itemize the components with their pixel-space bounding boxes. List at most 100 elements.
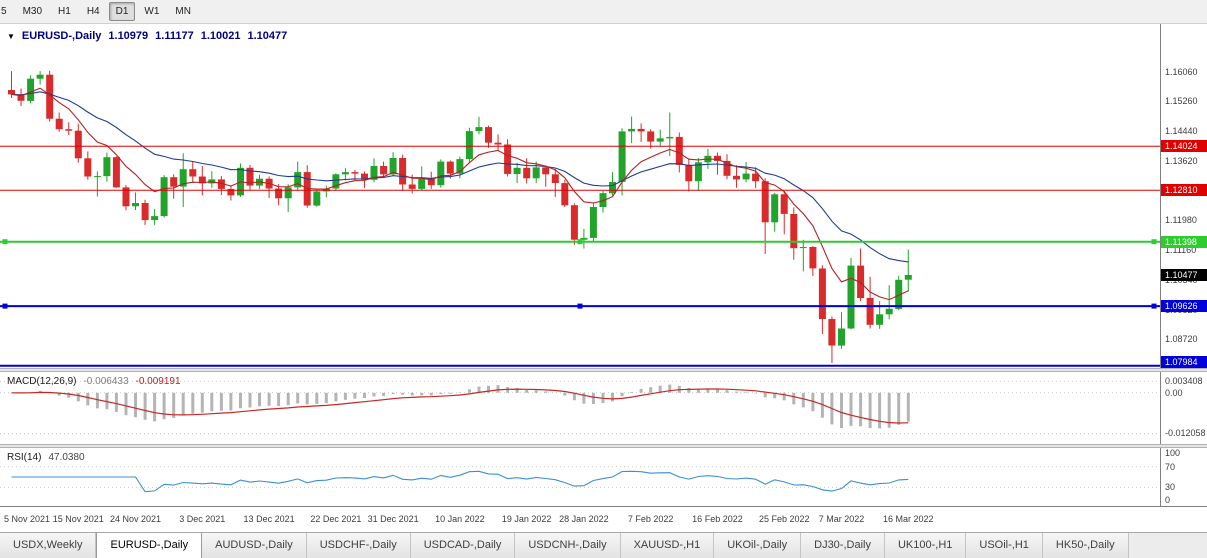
bull-candle — [513, 167, 521, 174]
symbol-tab-usdx[interactable]: USDX,Weekly — [0, 533, 97, 558]
timeframe-button-d1[interactable]: D1 — [108, 2, 136, 21]
bull-candle — [532, 167, 540, 179]
line-selection-handle[interactable] — [2, 303, 8, 309]
main-chart-plot[interactable]: ▼ EURUSD-,Daily 1.10979 1.11177 1.10021 … — [0, 24, 1160, 368]
time-axis-label: 13 Dec 2021 — [243, 514, 295, 524]
macd-signal-value: -0.009191 — [135, 376, 181, 387]
fast-ma-line — [11, 87, 909, 301]
time-axis-label: 16 Mar 2022 — [882, 514, 934, 524]
price-axis[interactable]: 1.160601.152601.144401.136201.128001.119… — [1160, 24, 1207, 368]
timeframe-button-w1[interactable]: W1 — [144, 6, 160, 17]
time-axis-label: 7 Mar 2022 — [818, 514, 865, 524]
bear-candle — [46, 74, 54, 119]
slow-ma-line — [11, 91, 909, 263]
bear-candle — [523, 167, 531, 179]
rsi-canvas[interactable] — [0, 448, 1160, 506]
chart-low-value: 1.10021 — [200, 30, 241, 42]
symbol-tab-hk50[interactable]: HK50-,Daily — [1042, 533, 1129, 558]
bull-candle — [771, 194, 779, 223]
panel-splitter[interactable] — [0, 368, 1207, 372]
bull-candle — [389, 158, 397, 175]
symbol-tab-uk100[interactable]: UK100-,H1 — [884, 533, 967, 558]
price-tag-1.07984: 1.07984 — [1161, 356, 1207, 368]
line-selection-handle[interactable] — [1151, 303, 1157, 309]
symbol-tab-usdcnh[interactable]: USDCNH-,Daily — [515, 533, 621, 558]
bear-candle — [275, 188, 283, 199]
panel-splitter[interactable] — [0, 444, 1207, 448]
rsi-axis[interactable]: 100 70 30 0 — [1160, 448, 1207, 506]
line-selection-handle[interactable] — [577, 303, 583, 309]
price-axis-label: 1.14440 — [1165, 126, 1198, 137]
timeframe-button-m30[interactable]: M30 — [22, 6, 43, 17]
bull-candle — [618, 131, 626, 182]
macd-main-value: -0.006433 — [83, 376, 129, 387]
symbol-tab-xauusd[interactable]: XAUUSD-,H1 — [620, 533, 715, 558]
bull-candle — [666, 136, 674, 139]
bear-candle — [351, 172, 359, 174]
macd-plot[interactable]: MACD(12,26,9) -0.006433 -0.009191 — [0, 372, 1160, 444]
timeframe-button-5[interactable]: 5 — [1, 6, 7, 17]
timeframe-button-mn[interactable]: MN — [175, 6, 191, 17]
bull-candle — [656, 138, 664, 142]
bear-candle — [809, 247, 817, 269]
symbol-tab-ukoil[interactable]: UKOil-,Daily — [714, 533, 802, 558]
bull-candle — [437, 161, 445, 186]
bull-candle — [838, 328, 845, 346]
bull-candle — [132, 203, 139, 207]
macd-signal-line — [11, 388, 909, 424]
bull-candle — [151, 216, 159, 221]
rsi-label: RSI(14) 47.0380 — [7, 452, 85, 463]
price-axis-label: 1.15260 — [1165, 96, 1198, 107]
bear-candle — [723, 160, 731, 176]
symbol-tab-usoil[interactable]: USOil-,H1 — [966, 533, 1043, 558]
time-axis-label: 28 Jan 2022 — [559, 514, 609, 524]
bear-candle — [561, 183, 569, 206]
bear-candle — [485, 127, 492, 143]
macd-axis[interactable]: 0.003408 0.00 -0.012058 — [1160, 372, 1207, 444]
chart-collapse-arrow-icon[interactable]: ▼ — [7, 31, 15, 41]
bull-candle — [694, 162, 702, 182]
bull-candle — [294, 172, 302, 188]
bull-candle — [160, 177, 168, 217]
macd-canvas[interactable] — [0, 372, 1160, 444]
bear-candle — [189, 169, 197, 177]
line-selection-handle[interactable] — [2, 239, 8, 245]
rsi-plot[interactable]: RSI(14) 47.0380 — [0, 448, 1160, 506]
bear-candle — [361, 173, 368, 180]
bull-candle — [103, 157, 111, 177]
price-tag-1.12810: 1.12810 — [1161, 184, 1207, 197]
bear-candle — [170, 177, 178, 187]
macd-axis-label: -0.012058 — [1165, 428, 1206, 439]
symbol-tab-usdcad[interactable]: USDCAD-,Daily — [410, 533, 516, 558]
bear-candle — [647, 131, 655, 142]
time-axis-label: 19 Jan 2022 — [501, 514, 552, 524]
line-selection-handle[interactable] — [1151, 239, 1157, 245]
bear-candle — [752, 173, 760, 182]
bear-candle — [380, 166, 388, 175]
current-price-tag: 1.10477 — [1161, 269, 1207, 282]
bull-candle — [27, 78, 35, 101]
bull-candle — [418, 178, 426, 189]
price-axis-label: 1.16060 — [1165, 67, 1198, 78]
rsi-panel: RSI(14) 47.0380 100 70 30 0 — [0, 448, 1207, 506]
timeframe-button-h1[interactable]: H1 — [58, 6, 71, 17]
chart-symbol-label: EURUSD-,Daily — [21, 30, 102, 42]
time-axis-label: 7 Feb 2022 — [627, 514, 674, 524]
bear-candle — [828, 319, 836, 346]
time-axis[interactable]: 5 Nov 2021 15 Nov 2021 24 Nov 2021 3 Dec 20… — [0, 506, 1207, 532]
symbol-tab-eurusd[interactable]: EURUSD-,Daily — [96, 533, 203, 558]
line-selection-handle[interactable] — [577, 239, 583, 245]
rsi-value: 47.0380 — [48, 452, 85, 463]
macd-axis-label: 0.003408 — [1165, 376, 1203, 387]
bear-candle — [494, 142, 502, 145]
timeframe-button-h4[interactable]: H4 — [86, 6, 100, 17]
bull-candle — [904, 275, 912, 280]
symbol-tab-usdchf[interactable]: USDCHF-,Daily — [306, 533, 411, 558]
rsi-axis-label: 0 — [1165, 495, 1171, 505]
bull-candle — [93, 176, 101, 178]
price-tag-1.11398: 1.11398 — [1161, 235, 1207, 248]
chart-open-value: 1.10979 — [108, 30, 149, 42]
symbol-tab-dj30[interactable]: DJ30-,Daily — [801, 533, 885, 558]
main-chart-canvas[interactable] — [0, 24, 1160, 368]
symbol-tab-audusd[interactable]: AUDUSD-,Daily — [202, 533, 307, 558]
